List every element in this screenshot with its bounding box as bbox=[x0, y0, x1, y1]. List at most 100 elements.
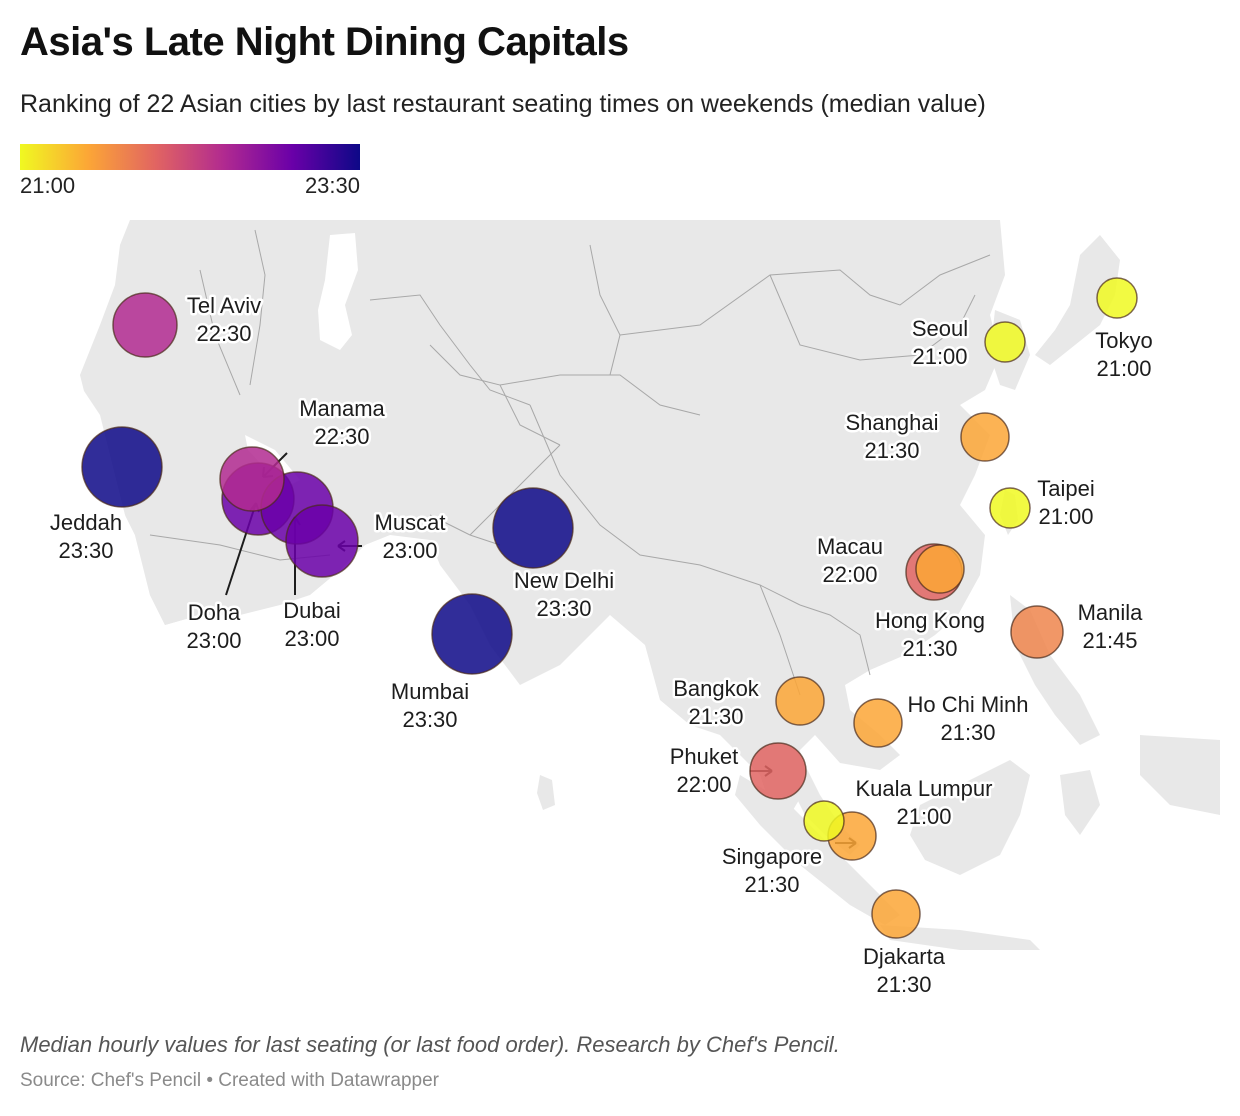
border-line bbox=[499, 374, 701, 416]
city-circle-kuala-lumpur[interactable] bbox=[803, 800, 845, 842]
city-name: Dubai bbox=[283, 598, 340, 623]
city-name: Shanghai bbox=[846, 410, 939, 435]
city-name: Taipei bbox=[1037, 476, 1094, 501]
city-time: 23:30 bbox=[402, 707, 457, 732]
city-circle-seoul[interactable] bbox=[984, 321, 1026, 363]
city-label-muscat: Muscat 23:00 bbox=[372, 508, 448, 566]
city-time: 22:30 bbox=[196, 321, 251, 346]
border-line bbox=[369, 294, 531, 406]
city-label-manila: Manila 21:45 bbox=[1075, 598, 1146, 656]
city-time: 21:00 bbox=[1096, 356, 1151, 381]
map: Tel Aviv 22:30 Jeddah 23:30 Manama 22:30 Doha 2… bbox=[0, 215, 1240, 1025]
border-line bbox=[589, 244, 621, 376]
city-name: Ho Chi Minh bbox=[907, 692, 1028, 717]
chart-notes: Median hourly values for last seating (o… bbox=[20, 1032, 840, 1057]
border-line bbox=[769, 274, 976, 361]
city-label-macau: Macau 22:00 bbox=[814, 532, 885, 590]
city-label-doha: Doha 23:00 bbox=[184, 598, 244, 656]
city-circle-manama[interactable] bbox=[219, 446, 285, 512]
city-time: 21:30 bbox=[902, 636, 957, 661]
city-name: New Delhi bbox=[514, 568, 614, 593]
city-name: Seoul bbox=[912, 316, 968, 341]
city-time: 21:30 bbox=[864, 438, 919, 463]
landmass-japan bbox=[1035, 235, 1120, 365]
city-label-tokyo: Tokyo 21:00 bbox=[1093, 326, 1155, 384]
city-name: Singapore bbox=[722, 844, 822, 869]
city-time: 21:00 bbox=[896, 804, 951, 829]
city-circle-muscat[interactable] bbox=[285, 504, 359, 578]
city-name: Jeddah bbox=[50, 510, 122, 535]
city-label-phuket: Phuket 22:00 bbox=[667, 742, 741, 800]
city-time: 23:00 bbox=[186, 628, 241, 653]
city-time: 21:30 bbox=[876, 972, 931, 997]
city-name: Macau bbox=[817, 534, 883, 559]
city-label-singapore: Singapore 21:30 bbox=[719, 842, 824, 900]
city-time: 21:30 bbox=[744, 872, 799, 897]
city-label-manama: Manama 22:30 bbox=[297, 394, 388, 452]
city-label-bangkok: Bangkok 21:30 bbox=[671, 674, 763, 732]
city-time: 22:00 bbox=[822, 562, 877, 587]
city-time: 23:30 bbox=[58, 538, 113, 563]
landmass-sulawesi bbox=[1060, 770, 1100, 835]
city-time: 21:30 bbox=[940, 720, 995, 745]
city-circle-new-delhi[interactable] bbox=[492, 487, 574, 569]
landmass-new-guinea bbox=[1140, 735, 1220, 815]
city-circle-hong-kong[interactable] bbox=[915, 544, 965, 594]
city-name: Manila bbox=[1078, 600, 1144, 625]
city-name: Djakarta bbox=[863, 944, 946, 969]
city-circle-mumbai[interactable] bbox=[431, 593, 513, 675]
map-canvas: Tel Aviv 22:30 Jeddah 23:30 Manama 22:30 Doha 2… bbox=[47, 220, 1220, 1000]
city-name: Phuket bbox=[670, 744, 739, 769]
border-line bbox=[469, 444, 561, 536]
landmass-sri-lanka bbox=[537, 775, 555, 810]
chart-subtitle: Ranking of 22 Asian cities by last resta… bbox=[20, 90, 986, 118]
city-circle-djakarta[interactable] bbox=[871, 889, 921, 939]
city-time: 22:30 bbox=[314, 424, 369, 449]
border-line bbox=[799, 604, 871, 676]
legend-min-label: 21:00 bbox=[20, 173, 76, 198]
city-label-shanghai: Shanghai 21:30 bbox=[843, 408, 941, 466]
city-circle-bangkok[interactable] bbox=[775, 676, 825, 726]
city-name: Tel Aviv bbox=[187, 293, 261, 318]
city-circle-jeddah[interactable] bbox=[81, 426, 163, 508]
city-time: 21:00 bbox=[1038, 504, 1093, 529]
landmass-borneo bbox=[910, 760, 1030, 875]
city-time: 21:45 bbox=[1082, 628, 1137, 653]
color-legend: 21:00 23:30 bbox=[20, 144, 360, 199]
city-name: Tokyo bbox=[1095, 328, 1152, 353]
landmass-malay-peninsula bbox=[760, 685, 860, 855]
city-circle-manila[interactable] bbox=[1010, 605, 1064, 659]
city-time: 23:00 bbox=[284, 626, 339, 651]
city-name: Bangkok bbox=[673, 676, 760, 701]
city-circle-phuket[interactable] bbox=[749, 742, 807, 800]
legend-max-label: 23:30 bbox=[304, 173, 360, 198]
city-circle-tel-aviv[interactable] bbox=[112, 292, 178, 358]
city-time: 23:30 bbox=[536, 596, 591, 621]
city-label-new-delhi: New Delhi 23:30 bbox=[511, 566, 616, 624]
city-name: Doha bbox=[188, 600, 241, 625]
city-circle-tokyo[interactable] bbox=[1096, 277, 1138, 319]
city-label-mumbai: Mumbai 23:30 bbox=[388, 677, 471, 735]
border-line bbox=[619, 254, 991, 336]
city-circles bbox=[81, 277, 1138, 939]
city-label-tel-aviv: Tel Aviv 22:30 bbox=[184, 291, 263, 349]
city-name: Mumbai bbox=[391, 679, 469, 704]
city-label-taipei: Taipei 21:00 bbox=[1035, 474, 1097, 532]
city-circle-shanghai[interactable] bbox=[960, 412, 1010, 462]
city-label-ho-chi-minh: Ho Chi Minh 21:30 bbox=[905, 690, 1031, 748]
city-time: 23:00 bbox=[382, 538, 437, 563]
city-labels: Tel Aviv 22:30 Jeddah 23:30 Manama 22:30 Doha 2… bbox=[47, 291, 1155, 1000]
city-label-seoul: Seoul 21:00 bbox=[909, 314, 970, 372]
city-time: 22:00 bbox=[676, 772, 731, 797]
chart-title: Asia's Late Night Dining Capitals bbox=[20, 20, 629, 64]
city-name: Hong Kong bbox=[875, 608, 985, 633]
city-time: 21:00 bbox=[912, 344, 967, 369]
city-time: 21:30 bbox=[688, 704, 743, 729]
city-circle-ho-chi-minh[interactable] bbox=[853, 698, 903, 748]
city-label-hong-kong: Hong Kong 21:30 bbox=[872, 606, 987, 664]
border-line bbox=[249, 229, 266, 386]
chart-source: Source: Chef's Pencil • Created with Dat… bbox=[20, 1070, 439, 1091]
city-circle-taipei[interactable] bbox=[989, 487, 1031, 529]
border-line bbox=[199, 269, 241, 396]
landmass-sumatra bbox=[735, 775, 900, 925]
